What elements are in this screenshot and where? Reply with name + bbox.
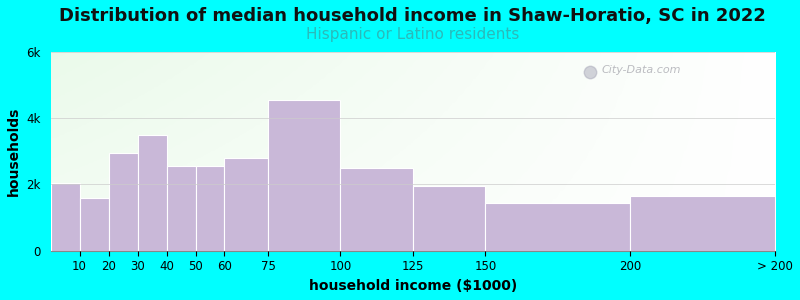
X-axis label: household income ($1000): household income ($1000) xyxy=(309,279,517,293)
Bar xyxy=(109,153,138,251)
Bar xyxy=(50,183,79,251)
Bar xyxy=(486,202,630,251)
Text: City-Data.com: City-Data.com xyxy=(602,65,681,75)
Bar xyxy=(166,166,195,251)
Bar xyxy=(225,158,268,251)
Bar xyxy=(268,100,341,251)
Bar xyxy=(138,134,166,251)
Title: Distribution of median household income in Shaw-Horatio, SC in 2022: Distribution of median household income … xyxy=(59,7,766,25)
Text: Hispanic or Latino residents: Hispanic or Latino residents xyxy=(306,26,519,41)
Y-axis label: households: households xyxy=(7,106,21,196)
Bar xyxy=(413,186,486,251)
Bar xyxy=(341,168,413,251)
Bar xyxy=(79,198,109,251)
Bar xyxy=(630,196,775,251)
Bar xyxy=(195,166,225,251)
